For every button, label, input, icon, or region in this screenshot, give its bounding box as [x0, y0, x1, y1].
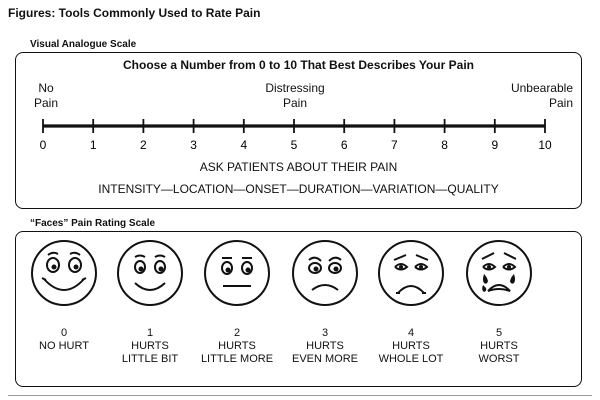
scale-tick-label: 7: [391, 138, 398, 152]
pain-qualities-text: INTENSITY—LOCATION—ONSET—DURATION—VARIAT…: [98, 182, 499, 196]
face-score: 3: [321, 327, 329, 339]
face-label-line1: NO HURT: [39, 340, 89, 352]
face-score: 0: [60, 327, 68, 339]
scale-tick-label: 1: [90, 138, 97, 152]
face-label-line2: WORST: [478, 353, 520, 365]
face-item: 3 HURTS EVEN MORE: [283, 238, 368, 366]
face-item: 2 HURTS LITTLE MORE: [195, 238, 280, 366]
pain-scale-ruler: 0 1 2 3 4 5 6 7 8 9 10: [40, 119, 552, 152]
happy-face-icon: [117, 240, 183, 306]
anchor-distressing-pain: Distressing Pain: [247, 81, 343, 111]
anchor-unbearable-pain: Unbearable Pain: [511, 81, 573, 111]
scale-tick-label: 3: [190, 138, 197, 152]
visual-analogue-scale-panel: Choose a Number from 0 to 10 That Best D…: [15, 52, 582, 209]
face-label-line1: HURTS: [306, 340, 344, 352]
anchor-no-pain: No Pain: [34, 81, 58, 111]
face-label-line2: WHOLE LOT: [378, 353, 444, 365]
face-score: 5: [495, 327, 503, 339]
bottom-divider: [8, 395, 592, 396]
face-score: 1: [146, 327, 154, 339]
face-label-line2: EVEN MORE: [291, 353, 358, 365]
face-label-line2: LITTLE MORE: [200, 353, 274, 365]
scale-tick-label: 2: [140, 138, 147, 152]
anchor-no-pain-line1: No: [38, 81, 54, 95]
anchor-no-pain-line2: Pain: [34, 96, 59, 110]
face-label-line1: HURTS: [131, 340, 169, 352]
face-item: 4 HURTS WHOLE LOT: [369, 238, 454, 366]
anchor-distressing-line2: Pain: [282, 96, 308, 110]
scale-tick-label: 4: [240, 138, 247, 152]
neutral-face-icon: [204, 240, 270, 306]
very-sad-face-icon: [378, 240, 444, 306]
face-label-line2: LITTLE BIT: [121, 353, 179, 365]
faces-pain-scale-panel: 0 NO HURT 1 HURTS LITTLE BIT 2 HURTS LITTLE MOR…: [15, 231, 582, 387]
face-score: 2: [233, 327, 241, 339]
figure-title: Figures: Tools Commonly Used to Rate Pai…: [8, 6, 261, 20]
face-label-line1: HURTS: [218, 340, 256, 352]
crying-face-icon: [466, 240, 532, 306]
anchor-unbearable-line2: Pain: [548, 96, 573, 110]
face-label-line1: HURTS: [392, 340, 430, 352]
very-happy-face-icon: [31, 240, 97, 306]
anchor-unbearable-line1: Unbearable: [510, 81, 573, 95]
scale-tick-label: 0: [40, 138, 47, 152]
scale-tick-label: 8: [441, 138, 448, 152]
vas-heading: Choose a Number from 0 to 10 That Best D…: [123, 58, 474, 72]
scale-tick-label: 6: [341, 138, 348, 152]
face-item: 0 NO HURT: [22, 238, 107, 353]
sad-face-icon: [292, 240, 358, 306]
faces-section-title: “Faces” Pain Rating Scale: [30, 218, 156, 229]
scale-tick-label: 10: [538, 138, 552, 152]
face-score: 4: [407, 327, 415, 339]
face-label-line1: HURTS: [480, 340, 518, 352]
scale-tick-label: 5: [291, 138, 298, 152]
vas-section-title: Visual Analogue Scale: [30, 39, 137, 50]
anchor-distressing-line1: Distressing: [265, 81, 325, 95]
ask-patients-text: ASK PATIENTS ABOUT THEIR PAIN: [199, 160, 398, 174]
face-item: 5 HURTS WORST: [457, 238, 542, 366]
face-item: 1 HURTS LITTLE BIT: [108, 238, 193, 366]
scale-tick-label: 9: [491, 138, 498, 152]
